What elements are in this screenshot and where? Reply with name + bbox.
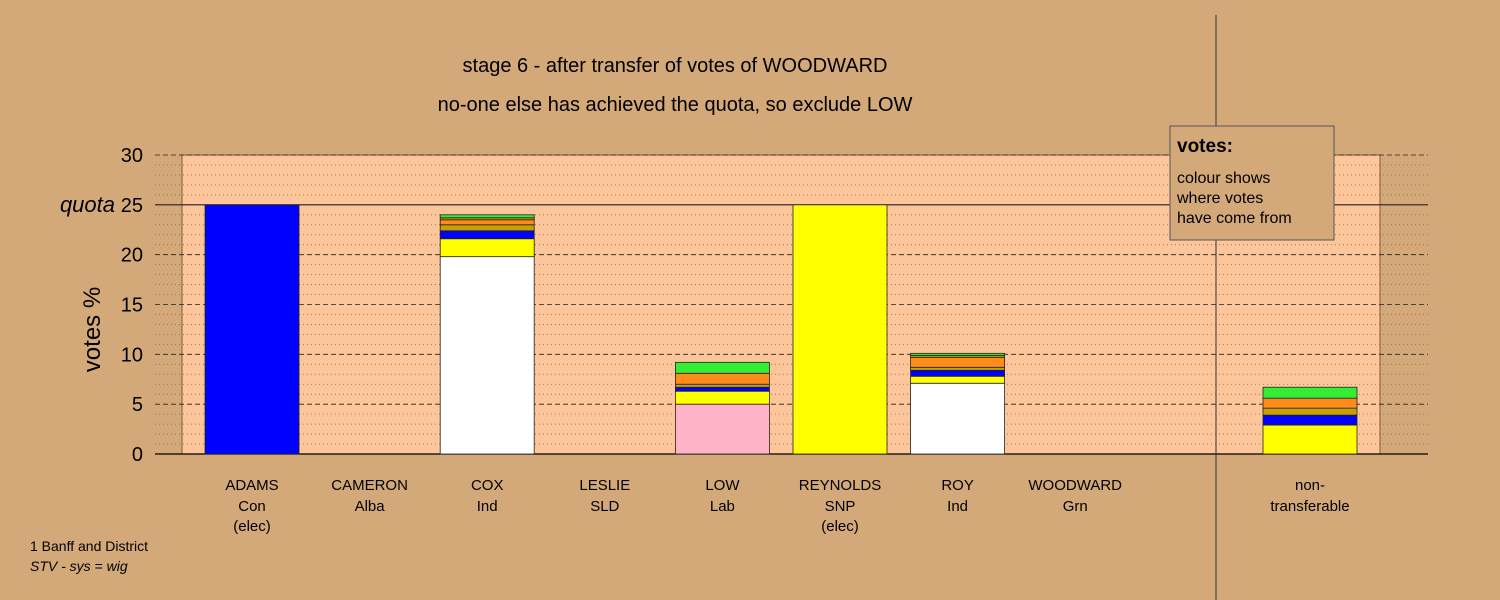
legend-title: votes: (1177, 136, 1233, 157)
bar-segment-reynolds-snp (792, 204, 888, 455)
candidate-party-cox: Ind (477, 498, 498, 515)
bar-segment-nontransferable-sld (1262, 397, 1358, 409)
y-tick-label: 10 (121, 344, 143, 366)
legend-line: where votes (1176, 190, 1263, 207)
y-tick-label: 0 (132, 444, 143, 466)
candidate-name-roy: ROY (941, 477, 974, 494)
bar-segment-cox-snp (439, 238, 535, 258)
bar-segment-roy-snp (910, 375, 1005, 384)
y-tick-label: 15 (121, 295, 143, 317)
bar-segment-adams-con (204, 204, 300, 455)
candidate-name-reynolds: REYNOLDS (799, 477, 882, 494)
candidate-name-low: LOW (705, 477, 740, 494)
bar-segment-low-grn (675, 361, 770, 374)
candidate-party-leslie: SLD (590, 498, 619, 515)
bar-segment-cox-sld (439, 219, 535, 226)
candidate-name-leslie: LESLIE (579, 477, 630, 494)
bar-segment-roy-ind (910, 382, 1005, 455)
bar-segment-cox-other (439, 224, 535, 232)
bar-segment-low-lab (675, 403, 770, 455)
candidate-name-cameron: CAMERON (331, 477, 408, 494)
bar-segment-roy-grn (910, 352, 1005, 356)
bar-segment-nontransferable-grn (1262, 386, 1358, 399)
bar-segment-nontransferable-con (1262, 414, 1358, 426)
candidate-party-adams: Con (238, 498, 266, 515)
system-label: STV - sys = wig (30, 558, 128, 574)
bar-segment-roy-other (910, 366, 1005, 371)
candidate-party-woodward: Grn (1063, 498, 1088, 515)
candidate-party-cameron: Alba (355, 498, 386, 515)
y-tick-label: 30 (121, 145, 143, 167)
y-tick-label: 20 (121, 245, 143, 267)
bar-segment-cox-grn (439, 214, 535, 219)
y-tick-label: 5 (132, 394, 143, 416)
bar-segment-roy-sld (910, 356, 1005, 368)
candidate-party-reynolds: SNP (825, 498, 856, 515)
bar-segment-low-snp (675, 390, 770, 405)
bar-segment-low-sld (675, 372, 770, 385)
candidate-party-roy: Ind (947, 498, 968, 515)
nontransferable-label: transferable (1270, 498, 1349, 515)
legend-box (1169, 125, 1335, 241)
constituency-label: 1 Banff and District (30, 538, 149, 554)
candidate-status-reynolds: (elec) (821, 518, 859, 535)
candidate-status-adams: (elec) (233, 518, 271, 535)
chart-title: stage 6 - after transfer of votes of WOO… (463, 55, 888, 77)
candidate-party-low: Lab (710, 498, 735, 515)
bar-segment-cox-ind (439, 256, 535, 455)
bar-segment-cox-con (439, 230, 535, 240)
bar-segment-low-other (675, 383, 770, 388)
nontransferable-label: non- (1295, 477, 1325, 494)
legend-line: colour shows (1177, 170, 1270, 187)
bar-segment-low-con (675, 386, 770, 392)
quota-label: quota (60, 192, 115, 217)
bar-segment-roy-con (910, 369, 1005, 377)
legend-line: have come from (1177, 210, 1292, 227)
y-tick-label: 25 (121, 195, 143, 217)
bar-segment-nontransferable-snp (1262, 424, 1358, 455)
chart-subtitle: no-one else has achieved the quota, so e… (438, 94, 913, 116)
candidate-name-woodward: WOODWARD (1028, 477, 1122, 494)
y-axis-label: votes % (79, 287, 106, 372)
candidate-name-cox: COX (471, 477, 504, 494)
candidate-name-adams: ADAMS (225, 477, 278, 494)
bar-segment-nontransferable-other (1262, 407, 1358, 416)
footer: 1 Banff and District STV - sys = wig (30, 536, 148, 576)
